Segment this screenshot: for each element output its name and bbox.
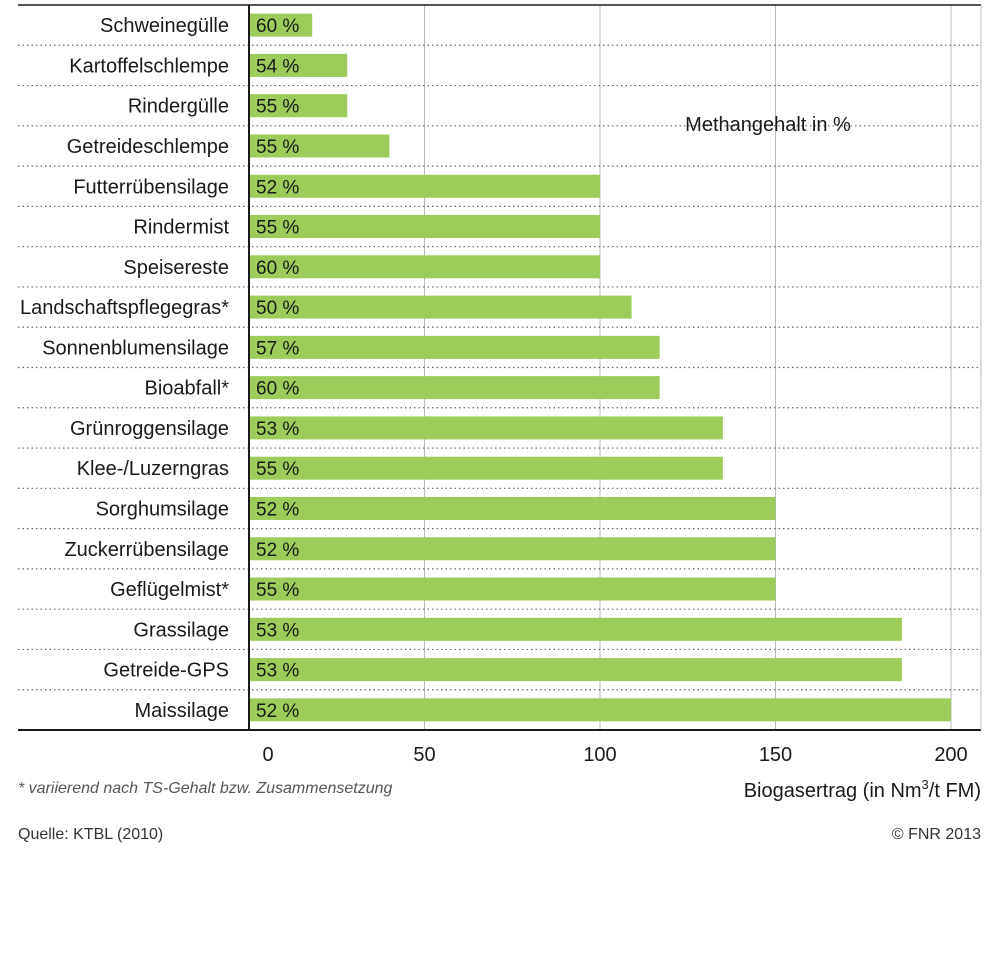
axes <box>18 4 982 731</box>
methane-annotation: Methangehalt in % <box>685 114 851 136</box>
bar-12 <box>249 496 776 520</box>
category-label-14: Geflügelmist* <box>110 579 229 601</box>
category-label-11: Klee-/Luzerngras <box>77 458 229 480</box>
category-label-6: Speisereste <box>123 257 229 279</box>
methane-label-13: 52 % <box>256 540 299 561</box>
bars <box>249 13 951 722</box>
bar-0 <box>249 13 313 37</box>
methane-label-14: 55 % <box>256 580 299 601</box>
methane-label-10: 53 % <box>256 419 299 440</box>
x-tick-labels: 0 50 100 150 200 <box>262 744 967 766</box>
x-tick-200: 200 <box>934 744 967 766</box>
category-label-12: Sorghumsilage <box>96 498 229 520</box>
methane-label-7: 50 % <box>256 298 299 319</box>
methane-label-17: 52 % <box>256 701 299 722</box>
methane-label-1: 54 % <box>256 56 299 77</box>
biogas-yield-chart: Schweinegülle Kartoffelschlempe Rindergüll… <box>18 4 982 802</box>
category-label-7: Landschaftspflegegras* <box>20 297 229 319</box>
category-label-1: Kartoffelschlempe <box>69 55 229 77</box>
bar-2 <box>249 94 348 118</box>
bar-16 <box>249 658 902 682</box>
methane-label-0: 60 % <box>256 16 299 37</box>
category-label-13: Zuckerrübensilage <box>64 539 229 561</box>
row-separators <box>18 44 981 691</box>
bar-1 <box>249 53 348 77</box>
x-tick-100: 100 <box>583 744 616 766</box>
category-label-15: Grassilage <box>133 619 229 641</box>
methane-label-9: 60 % <box>256 379 299 400</box>
bar-9 <box>249 376 660 400</box>
methane-label-3: 55 % <box>256 137 299 158</box>
x-axis-label-pre: Biogasertrag (in Nm <box>744 780 922 802</box>
category-label-2: Rindergülle <box>128 96 229 118</box>
footnote: * variierend nach TS-Gehalt bzw. Zusamme… <box>18 780 393 797</box>
bar-3 <box>249 134 390 158</box>
methane-label-2: 55 % <box>256 97 299 118</box>
bar-5 <box>249 215 600 239</box>
x-tick-150: 150 <box>759 744 792 766</box>
bar-6 <box>249 255 600 279</box>
category-label-10: Grünroggensilage <box>70 418 229 440</box>
methane-label-8: 57 % <box>256 338 299 359</box>
category-label-17: Maissilage <box>135 700 229 722</box>
methane-label-4: 52 % <box>256 177 299 198</box>
methane-label-16: 53 % <box>256 661 299 682</box>
category-label-3: Getreideschlempe <box>67 136 229 158</box>
category-label-5: Rindermist <box>133 217 229 239</box>
x-axis-label: Biogasertrag (in Nm3/t FM) <box>744 777 981 802</box>
category-label-9: Bioabfall* <box>144 378 229 400</box>
methane-label-5: 55 % <box>256 218 299 239</box>
bar-17 <box>249 698 951 722</box>
x-axis-label-post: /t FM) <box>929 780 981 802</box>
bar-11 <box>249 456 723 480</box>
category-label-4: Futterrübensilage <box>73 176 229 198</box>
x-tick-0: 0 <box>262 744 273 766</box>
bar-13 <box>249 537 776 561</box>
methane-label-11: 55 % <box>256 459 299 480</box>
methane-label-12: 52 % <box>256 499 299 520</box>
category-label-0: Schweinegülle <box>100 15 229 37</box>
bar-14 <box>249 577 776 601</box>
source-note: Quelle: KTBL (2010) <box>18 826 164 843</box>
category-label-16: Getreide-GPS <box>103 660 229 682</box>
bar-8 <box>249 335 660 359</box>
category-label-8: Sonnenblumensilage <box>42 337 229 359</box>
bar-10 <box>249 416 723 440</box>
bar-15 <box>249 617 902 641</box>
methane-labels: 60 % 54 % 55 % 55 % 52 % 55 % 60 % 50 % 57 % 60 %… <box>256 16 299 722</box>
bar-4 <box>249 174 600 198</box>
copyright-note: © FNR 2013 <box>891 826 981 843</box>
x-tick-50: 50 <box>413 744 435 766</box>
x-axis-label-sup: 3 <box>922 777 929 792</box>
bar-7 <box>249 295 632 319</box>
category-labels: Schweinegülle Kartoffelschlempe Rindergüll… <box>20 15 229 722</box>
methane-label-6: 60 % <box>256 258 299 279</box>
methane-label-15: 53 % <box>256 620 299 641</box>
